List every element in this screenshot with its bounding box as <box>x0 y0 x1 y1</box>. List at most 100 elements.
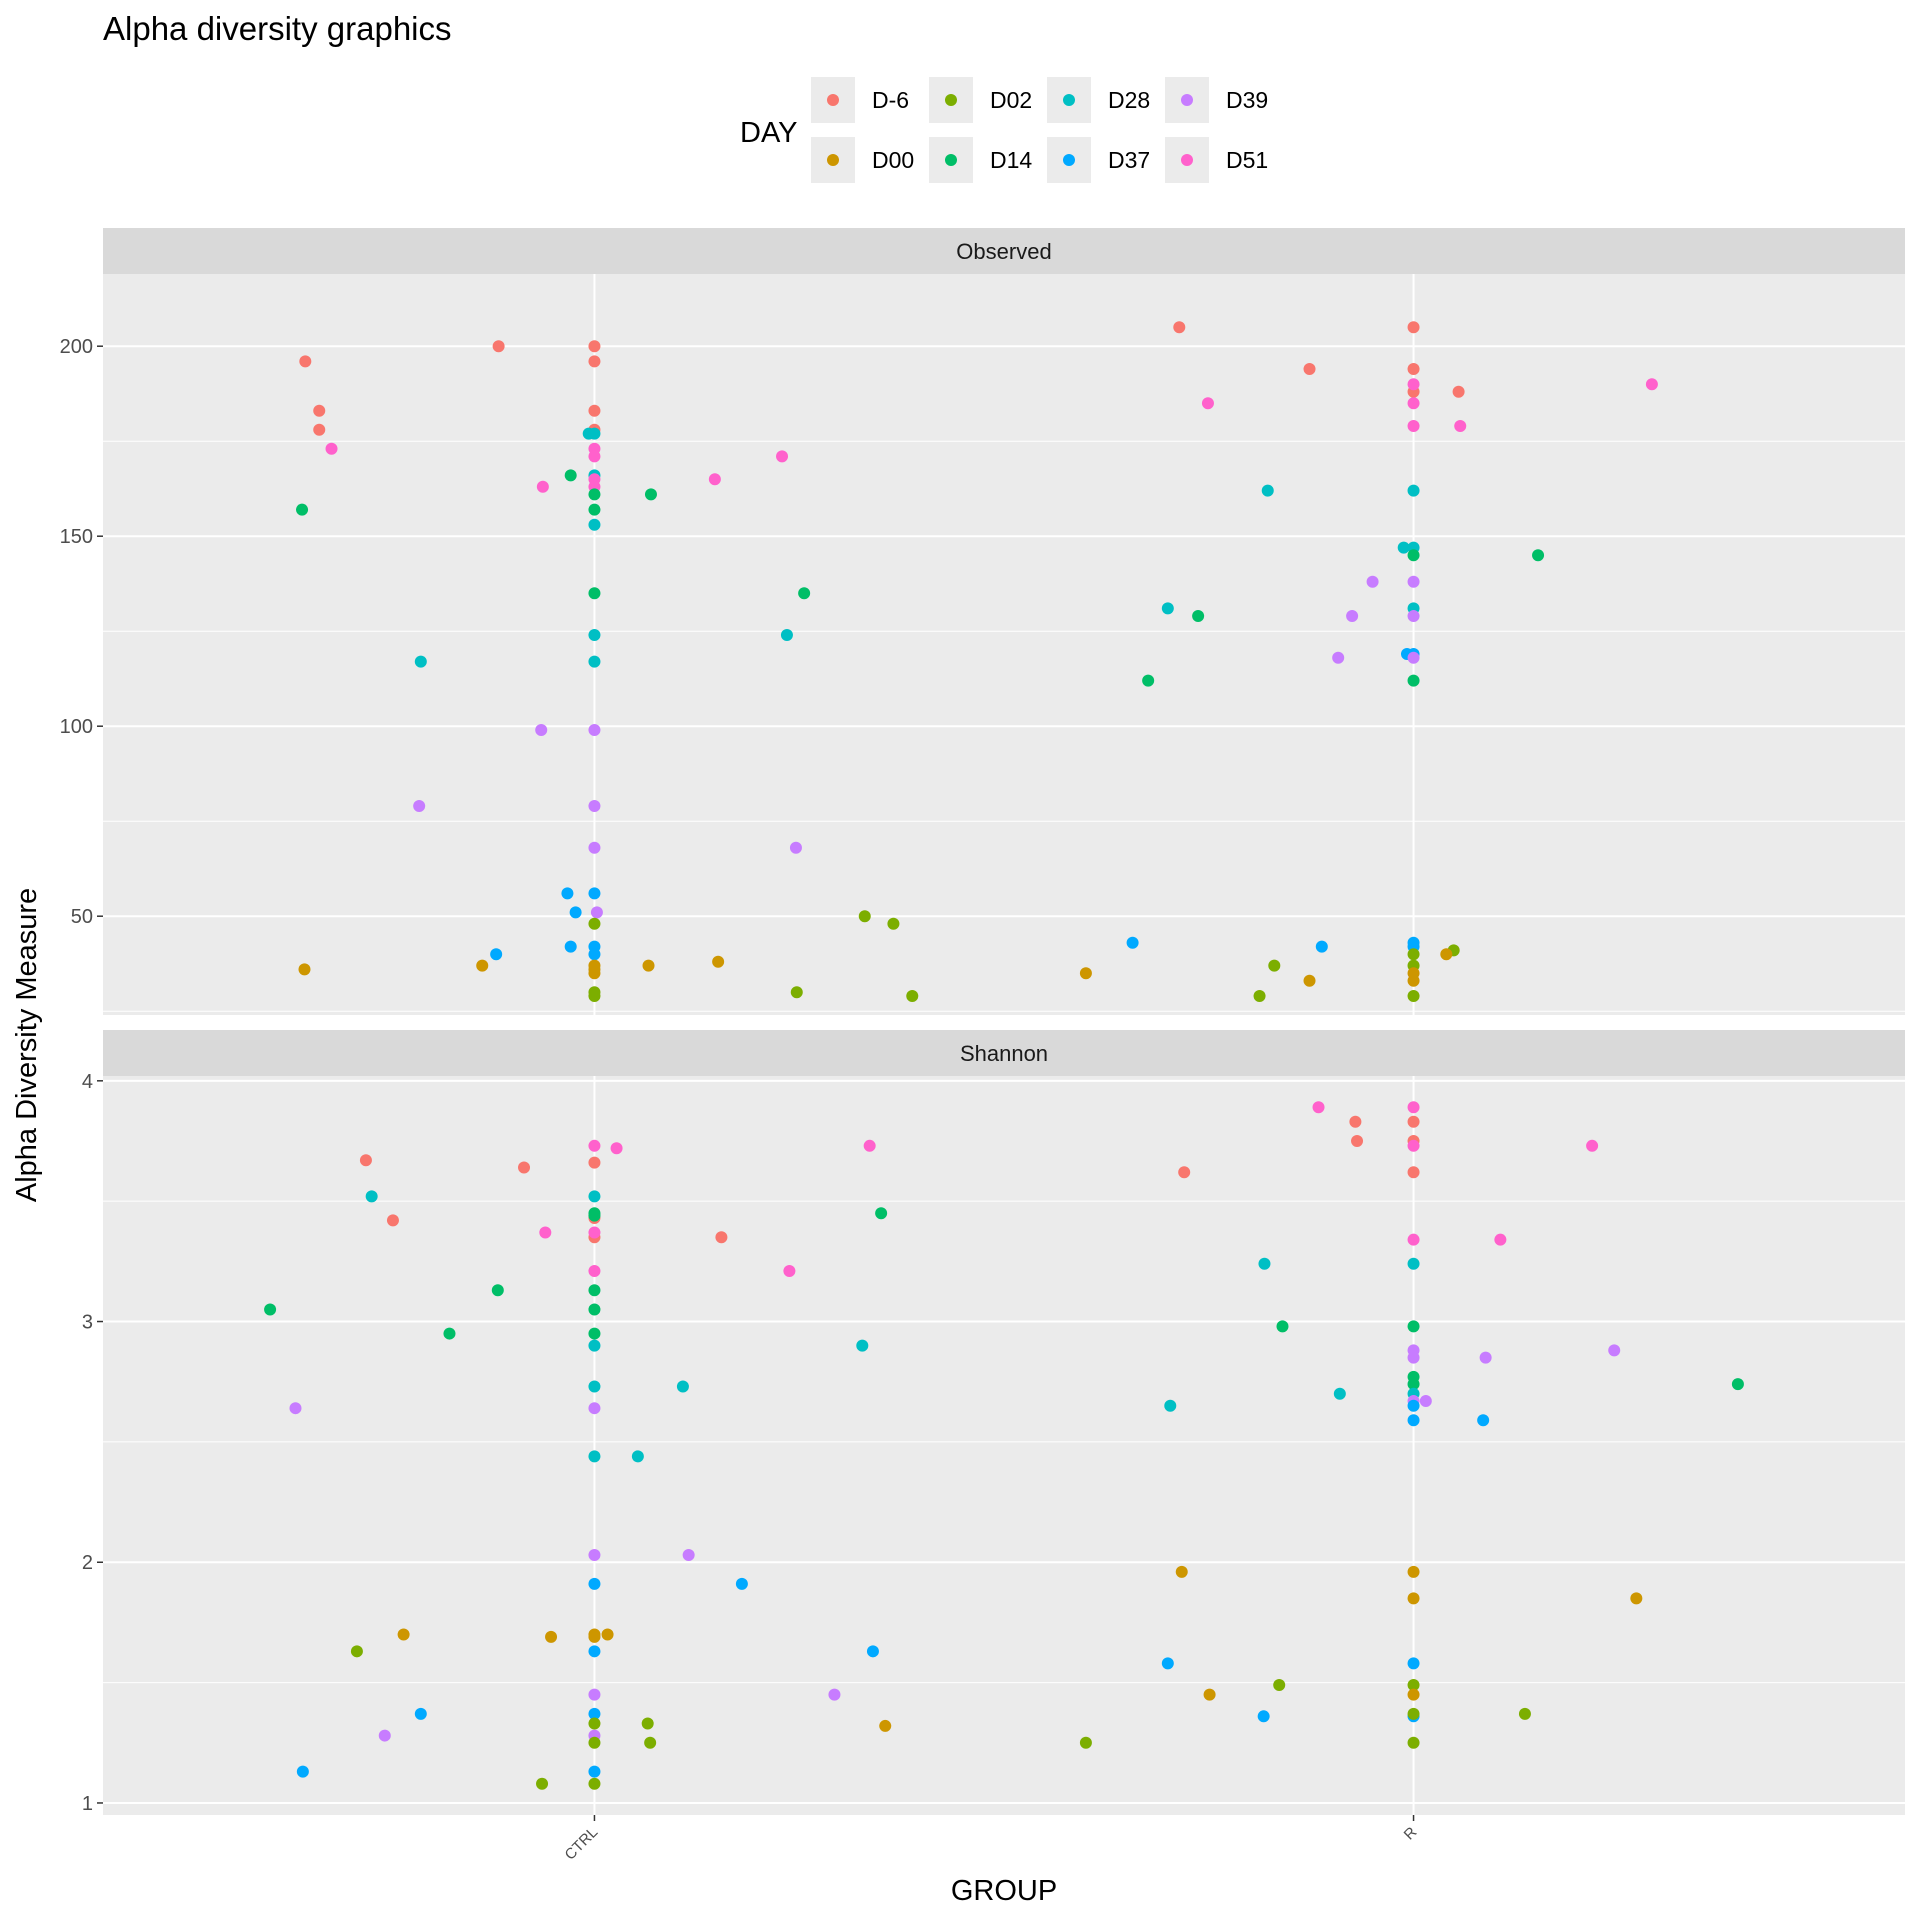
legend-item-d-6: D-6 <box>811 77 909 123</box>
data-point-d39 <box>378 1729 391 1742</box>
data-point-d00 <box>588 967 601 980</box>
legend-label: D39 <box>1226 87 1268 113</box>
data-point-d14 <box>1407 674 1420 687</box>
data-point-d-6 <box>386 1214 399 1227</box>
data-points <box>296 321 1658 1002</box>
data-point-d14 <box>588 587 601 600</box>
data-point-d37 <box>866 1645 879 1658</box>
data-point-d51 <box>539 1226 552 1239</box>
data-point-d37 <box>1407 1414 1420 1427</box>
data-point-d28 <box>1258 1257 1271 1270</box>
legend-title: DAY <box>740 117 797 149</box>
data-point-d51 <box>1494 1233 1507 1246</box>
data-point-d14 <box>588 488 601 501</box>
panel-observed: Observed 50 100 150 200 <box>60 228 1905 1015</box>
data-point-d37 <box>588 1645 601 1658</box>
data-point-d28 <box>414 655 427 668</box>
data-point-d-6 <box>588 1156 601 1169</box>
legend-marker <box>827 154 839 166</box>
data-point-d28 <box>588 655 601 668</box>
data-point-d51 <box>588 1264 601 1277</box>
data-point-d37 <box>1257 1710 1270 1723</box>
data-point-d14 <box>1192 610 1205 622</box>
data-point-d00 <box>476 959 489 972</box>
data-point-d-6 <box>1452 385 1465 398</box>
data-point-d00 <box>1079 967 1092 980</box>
data-point-d02 <box>1268 959 1281 972</box>
data-point-d39 <box>1479 1351 1492 1364</box>
legend-item-d14: D14 <box>929 137 1032 183</box>
data-point-d14 <box>1731 1378 1744 1391</box>
data-point-d02 <box>1407 990 1420 1002</box>
data-point-d39 <box>588 1549 601 1562</box>
data-point-d39 <box>828 1688 841 1701</box>
data-point-d00 <box>601 1628 614 1641</box>
data-point-d28 <box>588 629 601 641</box>
legend-item-d02: D02 <box>929 77 1032 123</box>
data-point-d02 <box>588 917 601 930</box>
data-point-d00 <box>397 1628 410 1641</box>
data-point-d37 <box>588 1765 601 1778</box>
data-point-d39 <box>1419 1394 1432 1407</box>
data-point-d14 <box>588 1284 601 1297</box>
data-point-d-6 <box>1303 363 1316 375</box>
data-point-d51 <box>1407 1233 1420 1246</box>
data-point-d14 <box>588 1209 601 1222</box>
data-point-d14 <box>264 1303 277 1316</box>
data-point-d02 <box>588 1736 601 1749</box>
data-point-d02 <box>1253 990 1266 1002</box>
legend-marker <box>1181 94 1193 106</box>
data-point-d39 <box>413 800 426 812</box>
data-point-d28 <box>1261 484 1274 497</box>
data-point-d37 <box>588 1707 601 1720</box>
data-point-d02 <box>644 1736 657 1749</box>
data-point-d00 <box>1407 1592 1420 1605</box>
legend-marker <box>945 154 957 166</box>
data-point-d14 <box>1407 549 1420 562</box>
data-point-d51 <box>863 1139 876 1152</box>
legend-marker <box>1063 94 1075 106</box>
data-point-d02 <box>1518 1707 1531 1720</box>
y-tick-label: 100 <box>60 716 93 738</box>
legend-marker <box>945 94 957 106</box>
data-point-d39 <box>1366 575 1379 588</box>
legend-label: D51 <box>1226 147 1268 173</box>
data-point-d39 <box>535 724 548 736</box>
data-point-d37 <box>588 887 601 900</box>
data-point-d28 <box>780 629 793 641</box>
data-point-d39 <box>1332 651 1345 664</box>
data-point-d-6 <box>588 340 601 353</box>
data-point-d51 <box>1645 378 1658 391</box>
data-point-d51 <box>1586 1139 1599 1152</box>
legend-label: D-6 <box>872 87 909 113</box>
data-point-d28 <box>1397 541 1410 554</box>
data-point-d37 <box>588 948 601 961</box>
data-point-d51 <box>588 1139 601 1152</box>
data-point-d02 <box>350 1645 363 1658</box>
data-point-d39 <box>1608 1344 1621 1357</box>
data-point-d39 <box>1407 1351 1420 1364</box>
legend-label: D02 <box>990 87 1032 113</box>
y-tick-label: 150 <box>60 526 93 548</box>
data-point-d-6 <box>1407 1166 1420 1179</box>
data-point-d-6 <box>492 340 505 353</box>
chart-title: Alpha diversity graphics <box>103 10 452 47</box>
data-point-d37 <box>1126 936 1139 949</box>
data-point-d14 <box>588 1327 601 1340</box>
data-point-d02 <box>588 1717 601 1730</box>
facet-strip-label: Observed <box>956 239 1051 264</box>
data-point-d37 <box>296 1765 309 1778</box>
data-point-d14 <box>1276 1320 1289 1333</box>
data-point-d28 <box>588 1450 601 1463</box>
data-point-d28 <box>588 518 601 531</box>
data-point-d28 <box>1407 1257 1420 1270</box>
panel-shannon: Shannon 1 2 3 4 <box>82 1030 1905 1815</box>
legend-item-d28: D28 <box>1047 77 1150 123</box>
data-point-d-6 <box>1178 1166 1191 1179</box>
data-point-d28 <box>1161 602 1174 615</box>
data-point-d51 <box>1407 420 1420 432</box>
data-point-d37 <box>569 906 582 919</box>
data-point-d00 <box>642 959 655 972</box>
data-point-d39 <box>588 1688 601 1701</box>
legend-label: D37 <box>1108 147 1150 173</box>
